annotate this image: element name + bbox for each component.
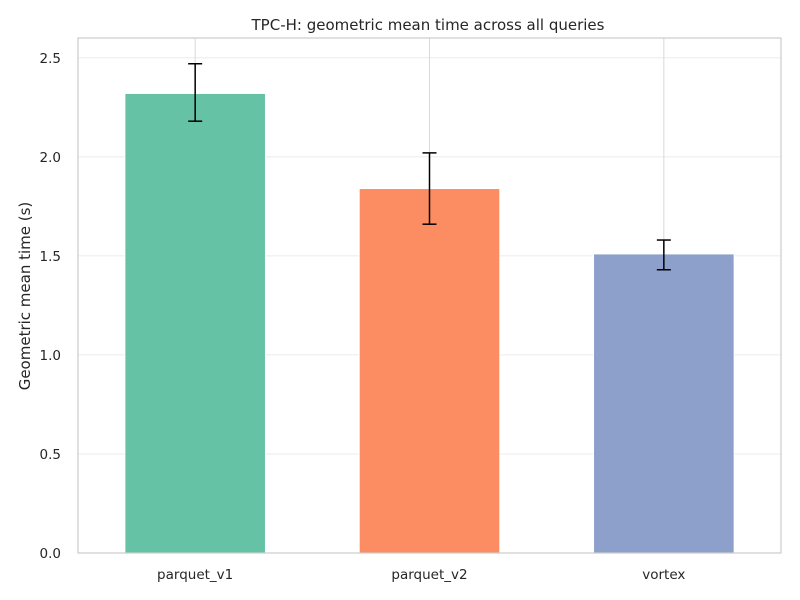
plot-frame [77,37,782,554]
chart-title: TPC-H: geometric mean time across all qu… [251,16,605,34]
y-tick-label: 0.0 [40,546,61,562]
y-tick-label: 2.0 [40,150,61,166]
x-tick-label: parquet_v2 [391,567,467,583]
bar-parquet-v2 [358,188,501,554]
y-tick-label: 1.5 [40,249,61,265]
y-tick-label: 0.5 [40,447,61,463]
y-axis-label: Geometric mean time (s) [16,202,34,391]
bars [124,92,735,554]
x-tick-label: parquet_v1 [157,567,233,583]
y-tick-label: 2.5 [40,51,61,67]
error-bars [188,63,671,271]
y-tick-label: 1.0 [40,348,61,364]
y-ticks: 0.0 0.5 1.0 1.5 2.0 2.5 [40,51,61,562]
x-categories: parquet_v1 parquet_v2 vortex [157,567,685,583]
bar-vortex [593,253,735,554]
x-tick-label: vortex [642,567,685,583]
bar-parquet-v1 [124,92,266,554]
